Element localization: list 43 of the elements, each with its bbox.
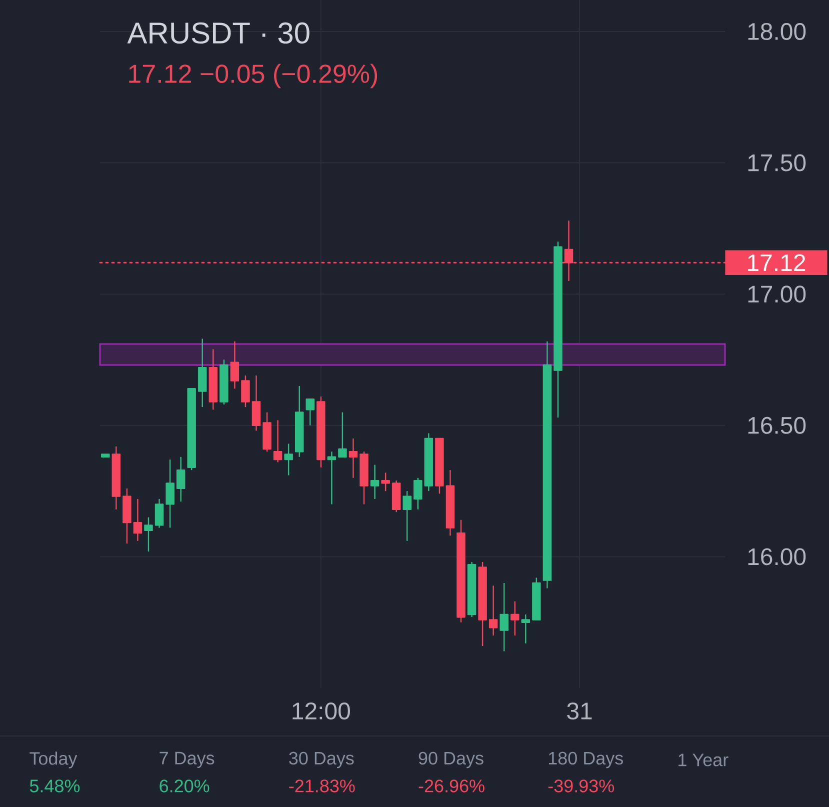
candlestick — [424, 432, 434, 492]
candlestick — [273, 420, 282, 463]
candlestick — [176, 456, 186, 502]
candlestick — [542, 340, 552, 589]
candlestick — [252, 374, 261, 432]
candlestick — [284, 443, 293, 476]
candlestick — [230, 340, 240, 390]
text: -26.96% — [418, 780, 484, 792]
text: -21.83% — [289, 780, 355, 792]
candlestick — [510, 600, 520, 636]
y-tick-label: 17.00 — [748, 286, 806, 303]
text: ARUSDT · 30 — [127, 22, 310, 44]
y-tick-label: 16.50 — [748, 416, 806, 434]
text: 5.48% — [30, 780, 80, 792]
text: 180 Days — [548, 752, 623, 768]
y-tick-label: 18.00 — [748, 22, 806, 40]
candlestick — [500, 582, 508, 652]
candlestick — [112, 446, 121, 510]
text: Today — [30, 752, 78, 768]
candlestick — [327, 451, 336, 505]
x-tick-label: 31 — [567, 702, 592, 720]
candlestick — [360, 451, 368, 505]
text: 1 Year — [678, 754, 728, 766]
candlestick — [446, 469, 455, 536]
ref-line-label: 17.12 — [748, 254, 806, 271]
x-tick-label: 12:00 — [292, 702, 350, 720]
candlestick — [392, 480, 401, 513]
y-tick-label: 17.50 — [748, 154, 806, 172]
text: 90 Days — [418, 752, 484, 768]
text: 30 Days — [289, 752, 354, 768]
y-tick-label: 16.00 — [748, 548, 806, 566]
text: 6.20% — [160, 780, 210, 792]
text: 17.12 −0.05 (−0.29%) — [129, 64, 378, 88]
text: -39.93% — [548, 780, 614, 792]
candlestick — [166, 458, 174, 528]
candlestick — [198, 338, 207, 408]
candlestick — [488, 584, 498, 636]
candlestick — [370, 464, 380, 500]
text: 7 Days — [160, 752, 214, 768]
candlestick — [348, 438, 358, 479]
candlestick — [154, 498, 164, 528]
candlestick — [133, 498, 142, 542]
candlestick — [467, 561, 476, 618]
